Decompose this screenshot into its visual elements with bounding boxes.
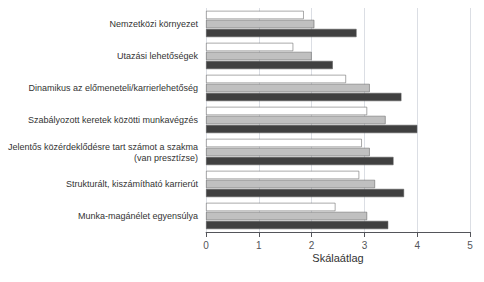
svg-text:3: 3 xyxy=(362,240,368,251)
svg-text:Dinamikus az előmeneteli/karri: Dinamikus az előmeneteli/karrierlehetősé… xyxy=(28,83,198,93)
svg-text:4: 4 xyxy=(414,240,420,251)
svg-text:Strukturált, kiszámítható karr: Strukturált, kiszámítható karrierút xyxy=(66,179,199,189)
svg-text:Szabályozott keretek közötti m: Szabályozott keretek közötti munkavégzés xyxy=(28,115,199,125)
svg-text:Nemzetközi környezet: Nemzetközi környezet xyxy=(110,19,199,29)
svg-text:5: 5 xyxy=(467,240,473,251)
svg-text:Jelentős közérdeklődésre tart: Jelentős közérdeklődésre tart számot a s… xyxy=(8,142,198,152)
svg-text:1: 1 xyxy=(256,240,262,251)
svg-text:Skálaátlag: Skálaátlag xyxy=(312,252,363,264)
svg-text:2: 2 xyxy=(309,240,315,251)
svg-text:Utazási lehetőségek: Utazási lehetőségek xyxy=(117,51,199,61)
svg-text:Munka-magánélet egyensúlya: Munka-magánélet egyensúlya xyxy=(78,211,198,221)
svg-text:0: 0 xyxy=(203,240,209,251)
svg-text:(van presztízse): (van presztízse) xyxy=(134,153,198,163)
